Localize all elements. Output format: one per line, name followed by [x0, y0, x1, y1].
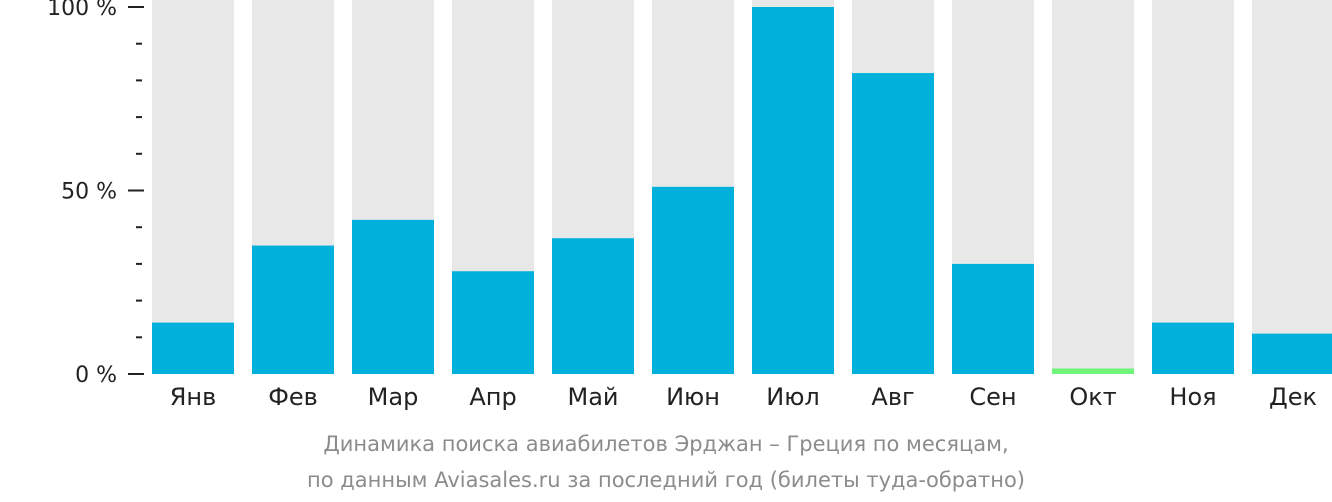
bar-6	[652, 186, 734, 374]
background-bar-10	[1052, 0, 1134, 374]
y-tick-label-100: 100 %	[47, 0, 117, 21]
y-tick-label-50: 50 %	[61, 180, 117, 205]
x-tick-label-12: Дек	[1269, 383, 1317, 411]
bar-11	[1152, 322, 1234, 374]
bar-7	[752, 7, 834, 374]
bar-chart: 0 % 50 % 100 % Янв Фев Мар Апр Май Июн Июл Авг Сен…	[47, 0, 1332, 411]
y-axis: 0 % 50 % 100 %	[47, 0, 144, 388]
bar-10	[1052, 368, 1134, 374]
background-bar-11	[1152, 0, 1234, 374]
x-tick-label-4: Апр	[469, 383, 516, 411]
bar-1	[152, 322, 234, 374]
x-axis-labels: Янв Фев Мар Апр Май Июн Июл Авг Сен Окт Ноя Дек	[170, 383, 1317, 411]
y-tick-label-0: 0 %	[75, 363, 117, 388]
x-tick-label-2: Фев	[268, 383, 318, 411]
bar-2	[252, 245, 334, 374]
chart-caption-line-2: по данным Aviasales.ru за последний год …	[307, 468, 1025, 492]
bar-8	[852, 73, 934, 374]
x-tick-label-5: Май	[567, 383, 618, 411]
x-tick-label-6: Июн	[666, 383, 720, 411]
x-tick-label-9: Сен	[969, 383, 1016, 411]
bar-12	[1252, 333, 1332, 374]
x-tick-label-11: Ноя	[1169, 383, 1216, 411]
x-tick-label-1: Янв	[170, 383, 217, 411]
bar-9	[952, 263, 1034, 374]
data-bars	[152, 7, 1332, 374]
x-tick-label-7: Июл	[766, 383, 820, 411]
x-tick-label-3: Мар	[368, 383, 419, 411]
background-bar-1	[152, 0, 234, 374]
background-bar-12	[1252, 0, 1332, 374]
bar-5	[552, 238, 634, 374]
chart-caption-line-1: Динамика поиска авиабилетов Эрджан – Гре…	[323, 432, 1009, 456]
x-tick-label-10: Окт	[1069, 383, 1116, 411]
x-tick-label-8: Авг	[871, 383, 914, 411]
bar-4	[452, 271, 534, 374]
bar-3	[352, 219, 434, 374]
